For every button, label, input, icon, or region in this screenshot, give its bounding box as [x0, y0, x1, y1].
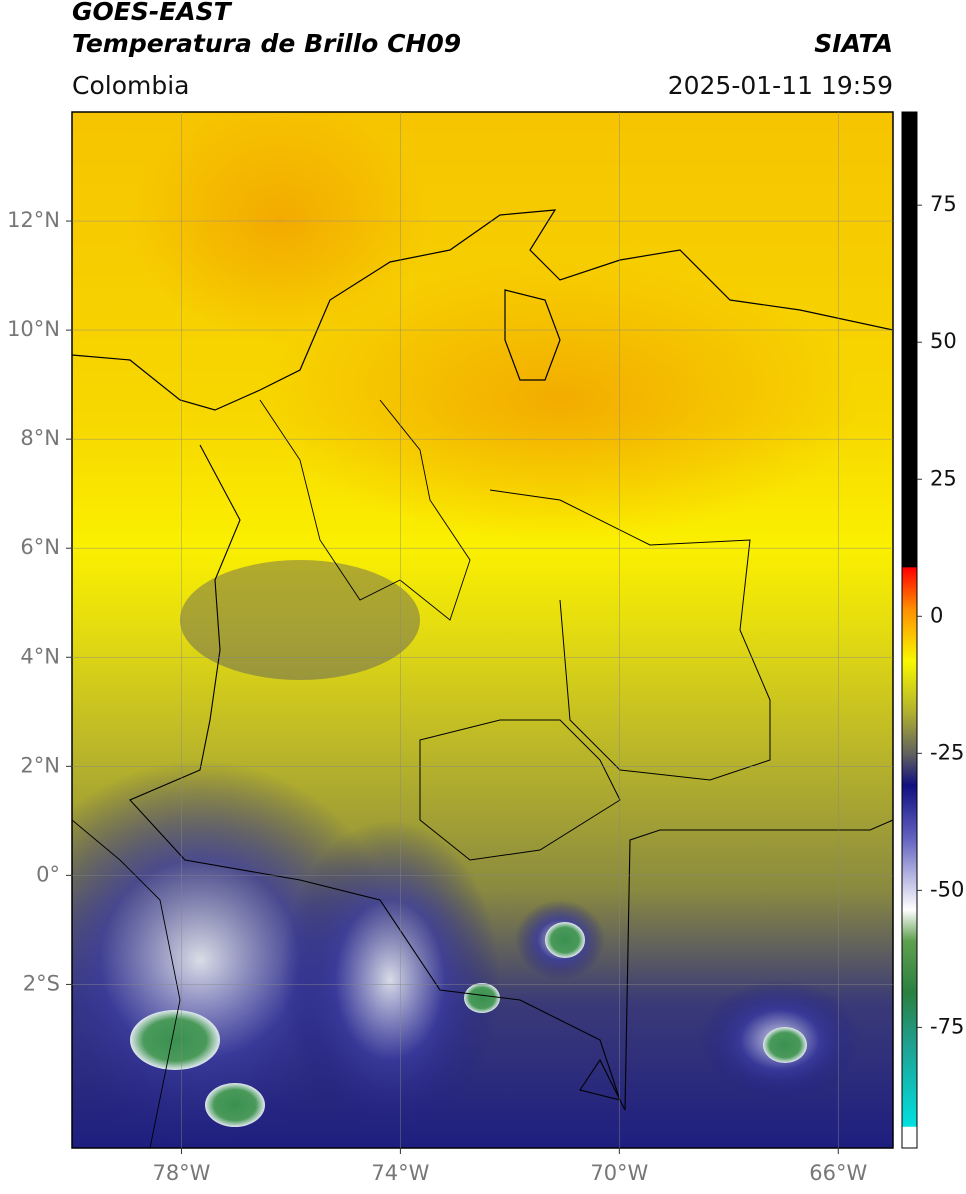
lon-label: 74°W: [371, 1161, 429, 1185]
colorbar-label: -50: [930, 877, 964, 901]
lat-label: 2°S: [23, 971, 60, 995]
lon-label: 78°W: [152, 1161, 210, 1185]
colorbar-label: 50: [930, 329, 957, 353]
lat-label: 10°N: [7, 317, 60, 341]
map-frame: [71, 111, 894, 1149]
region: Colombia: [72, 71, 189, 100]
lat-label: 0°: [36, 862, 60, 886]
source: SIATA: [814, 29, 893, 58]
datetime: 2025-01-11 19:59: [668, 71, 893, 100]
lat-label: 2°N: [20, 753, 60, 777]
lat-label: 6°N: [20, 535, 60, 559]
product-title: Temperatura de Brillo CH09: [72, 29, 461, 58]
lon-label: 66°W: [809, 1161, 867, 1185]
lon-label: 70°W: [590, 1161, 648, 1185]
lat-label: 4°N: [20, 644, 60, 668]
colorbar-label: 0: [930, 603, 943, 627]
colorbar-label: -75: [930, 1014, 964, 1038]
lat-label: 12°N: [7, 208, 60, 232]
colorbar-label: -25: [930, 740, 964, 764]
colorbar-label: 25: [930, 466, 957, 490]
lat-label: 8°N: [20, 426, 60, 450]
colorbar: [901, 111, 918, 1149]
satellite-title: GOES-EAST: [72, 0, 233, 26]
satellite-image: [72, 112, 893, 1148]
colorbar-label: 75: [930, 192, 957, 216]
